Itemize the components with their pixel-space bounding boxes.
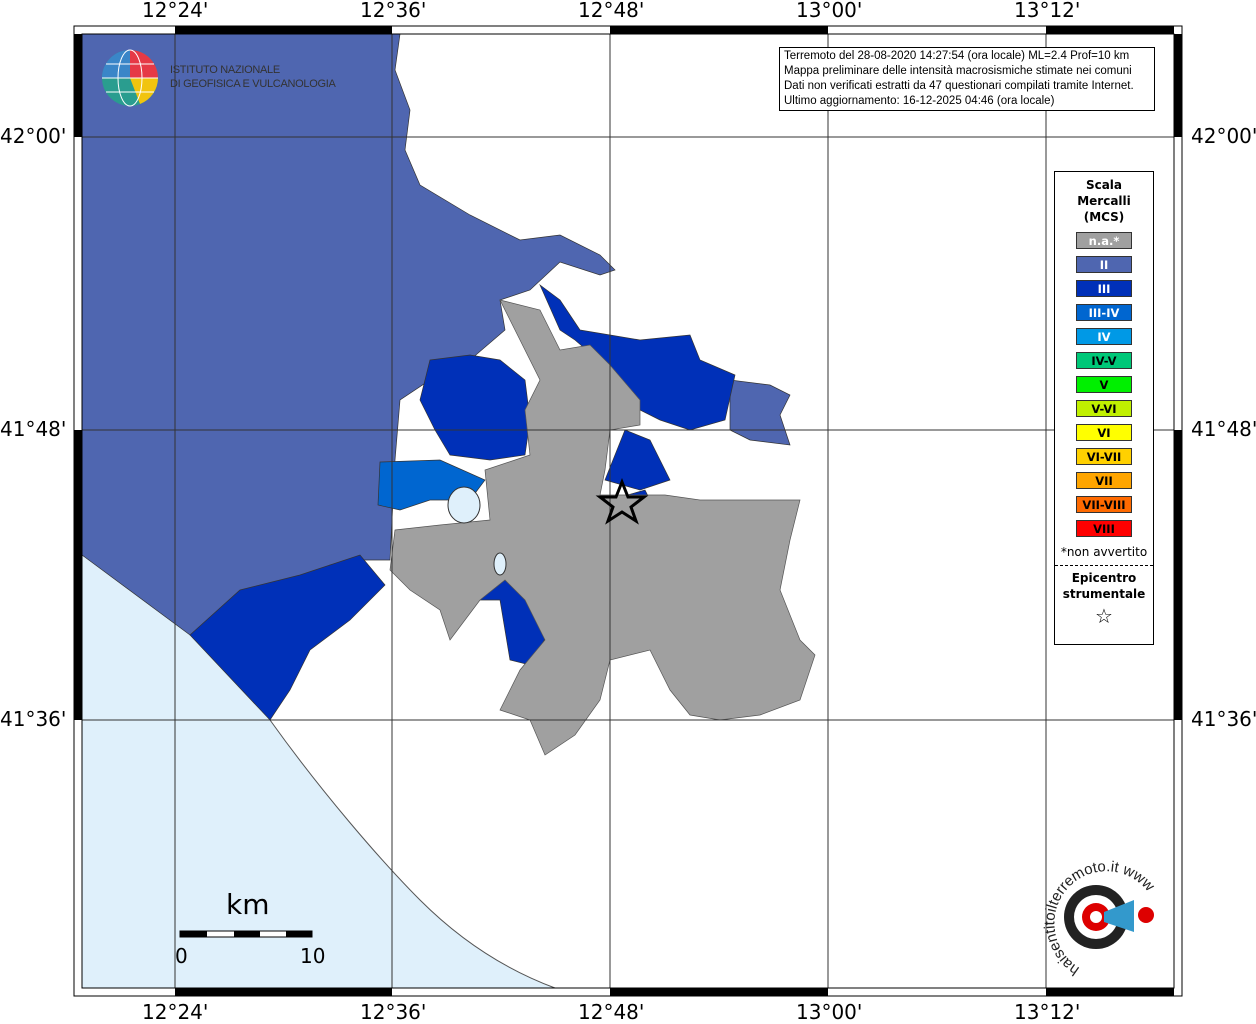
lon-tick: 13°12' — [1014, 1000, 1081, 1024]
graticule — [82, 34, 1174, 988]
logo-line: ISTITUTO NAZIONALE — [170, 64, 280, 76]
legend-swatch-na: n.a.* — [1076, 232, 1132, 249]
lon-tick: 12°36' — [360, 1000, 427, 1024]
lon-tick: 12°24' — [142, 1000, 209, 1024]
legend-swatch-vi-vii: VI-VII — [1076, 448, 1132, 465]
lat-tick: 42°00' — [0, 124, 67, 148]
legend-swatch-ii: II — [1076, 256, 1132, 273]
logo-line: DI GEOFISICA E VULCANOLOGIA — [170, 78, 336, 90]
lon-tick: 13°00' — [796, 0, 863, 22]
epicenter-label: Epicentro strumentale — [1055, 570, 1153, 602]
legend-swatch-iii-iv: III-IV — [1076, 304, 1132, 321]
region-intensity-III-west — [419, 354, 531, 461]
lon-tick: 12°36' — [360, 0, 427, 22]
event-title: Terremoto del 28-08-2020 14:27:54 (ora l… — [784, 50, 1130, 62]
legend-swatch-vii: VII — [1076, 472, 1132, 489]
lat-tick: 41°36' — [1191, 707, 1256, 731]
star-outline-icon: ☆ — [1095, 604, 1113, 628]
legend-swatch-vii-viii: VII-VIII — [1076, 496, 1132, 513]
lake-albano — [493, 552, 507, 576]
ingv-globe-logo-icon — [102, 49, 158, 107]
lat-tick: 41°48' — [1191, 417, 1256, 441]
legend-title-line: Scala — [1085, 178, 1123, 192]
mercalli-legend: Scala Mercalli (MCS) n.a.* II III III-IV IV IV-… — [1054, 171, 1154, 645]
epicenter-star-icon — [595, 477, 649, 525]
lat-tick: 41°36' — [0, 707, 67, 731]
legend-title-line: (MCS) — [1083, 210, 1125, 224]
epicenter-label-line: strumentale — [1062, 587, 1146, 601]
legend-swatch-v: V — [1076, 376, 1132, 393]
scale-max: 10 — [300, 944, 326, 968]
ingv-logo-text: ISTITUTO NAZIONALE DI GEOFISICA E VULCAN… — [170, 63, 336, 91]
legend-title: Scala Mercalli (MCS) — [1055, 177, 1153, 225]
lat-tick: 41°48' — [0, 417, 67, 441]
lat-tick: 42°00' — [1191, 124, 1256, 148]
legend-swatch-iii: III — [1076, 280, 1132, 297]
lon-tick: 13°12' — [1014, 0, 1081, 22]
last-update: Ultimo aggiornamento: 16-12-2025 04:46 (… — [784, 95, 1055, 107]
legend-divider — [1055, 565, 1153, 566]
legend-swatch-iv-v: IV-V — [1076, 352, 1132, 369]
watermark-logo — [1064, 885, 1154, 949]
scale-bar — [179, 930, 313, 938]
map-description: Mappa preliminare delle intensità macros… — [784, 65, 1132, 77]
legend-note: *non avvertito — [1060, 545, 1148, 559]
event-info-box: Terremoto del 28-08-2020 14:27:54 (ora l… — [779, 47, 1155, 111]
legend-swatch-v-vi: V-VI — [1076, 400, 1132, 417]
lon-tick: 12°48' — [578, 0, 645, 22]
lon-tick: 12°24' — [142, 0, 209, 22]
data-note: Dati non verificati estratti da 47 quest… — [784, 80, 1134, 92]
lon-tick: 12°48' — [578, 1000, 645, 1024]
legend-swatch-vi: VI — [1076, 424, 1132, 441]
scale-min: 0 — [175, 944, 188, 968]
legend-swatch-viii: VIII — [1076, 520, 1132, 537]
scale-unit: km — [226, 888, 270, 921]
region-intensity-III-south — [189, 554, 386, 721]
legend-title-line: Mercalli — [1077, 194, 1131, 208]
lon-tick: 13°00' — [796, 1000, 863, 1024]
lake-bracciano — [447, 486, 481, 524]
epicenter-label-line: Epicentro — [1071, 571, 1137, 585]
legend-swatches: n.a.* II III III-IV IV IV-V V V-VI VI VI-VII VII VI… — [1055, 232, 1153, 537]
map-frame — [73, 25, 1183, 997]
legend-swatch-iv: IV — [1076, 328, 1132, 345]
